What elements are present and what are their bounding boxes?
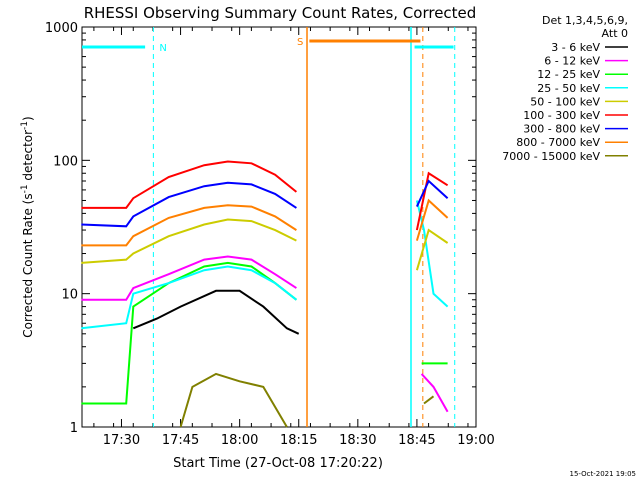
legend-label: 300 - 800 keV: [523, 123, 600, 136]
y-tick-label: 10: [61, 288, 78, 303]
series-line-3-0: [81, 265, 298, 330]
series-line-1-1: [420, 373, 449, 413]
x-tick-label: 18:45: [398, 433, 435, 448]
x-tick-label: 17:45: [162, 433, 199, 448]
x-tick-label: 18:00: [221, 433, 258, 448]
x-tick-label: 17:30: [103, 433, 140, 448]
timestamp: 15-Oct-2021 19:05: [570, 470, 636, 478]
legend-label: 7000 - 15000 keV: [502, 150, 600, 163]
series-line-1-0: [81, 255, 297, 301]
series-line-5-0: [81, 160, 298, 209]
series-line-7-0: [81, 204, 297, 247]
annotation-s: S: [297, 37, 303, 48]
y-axis-label: Corrected Count Rate (s-1 detector-1): [20, 116, 35, 337]
series-line-0-0: [132, 289, 300, 335]
series-line-4-1: [415, 228, 449, 271]
legend-label: 50 - 100 keV: [530, 95, 600, 108]
legend-label: 3 - 6 keV: [551, 41, 600, 54]
y-tick-label: 100: [53, 154, 78, 169]
legend-label: 800 - 7000 keV: [516, 136, 600, 149]
series-line-6-1: [415, 179, 449, 208]
series-line-6-0: [81, 181, 297, 228]
y-tick-label: 1: [70, 421, 78, 436]
legend-label: 12 - 25 keV: [537, 68, 600, 81]
legend-header-2: Att 0: [602, 27, 628, 40]
legend-header-1: Det 1,3,4,5,6,9,: [542, 14, 628, 27]
series-line-7-1: [415, 198, 449, 241]
x-axis-label: Start Time (27-Oct-08 17:20:22): [173, 456, 383, 471]
plot-frame: [81, 26, 477, 428]
legend-label: 6 - 12 keV: [544, 55, 600, 68]
chart-title: RHESSI Observing Summary Count Rates, Co…: [84, 4, 477, 22]
annotation-n: N: [159, 43, 166, 54]
series-line-4-0: [81, 218, 297, 264]
series-line-5-1: [415, 171, 449, 231]
x-tick-label: 19:00: [457, 433, 494, 448]
x-tick-label: 18:30: [339, 433, 376, 448]
series-line-8-0: [179, 372, 288, 428]
series-line-2-0: [81, 261, 298, 405]
legend-label: 100 - 300 keV: [523, 109, 600, 122]
series-line-8-1: [423, 395, 435, 405]
y-tick-label: 1000: [45, 21, 78, 36]
x-tick-label: 18:15: [280, 433, 317, 448]
legend-label: 25 - 50 keV: [537, 82, 600, 95]
